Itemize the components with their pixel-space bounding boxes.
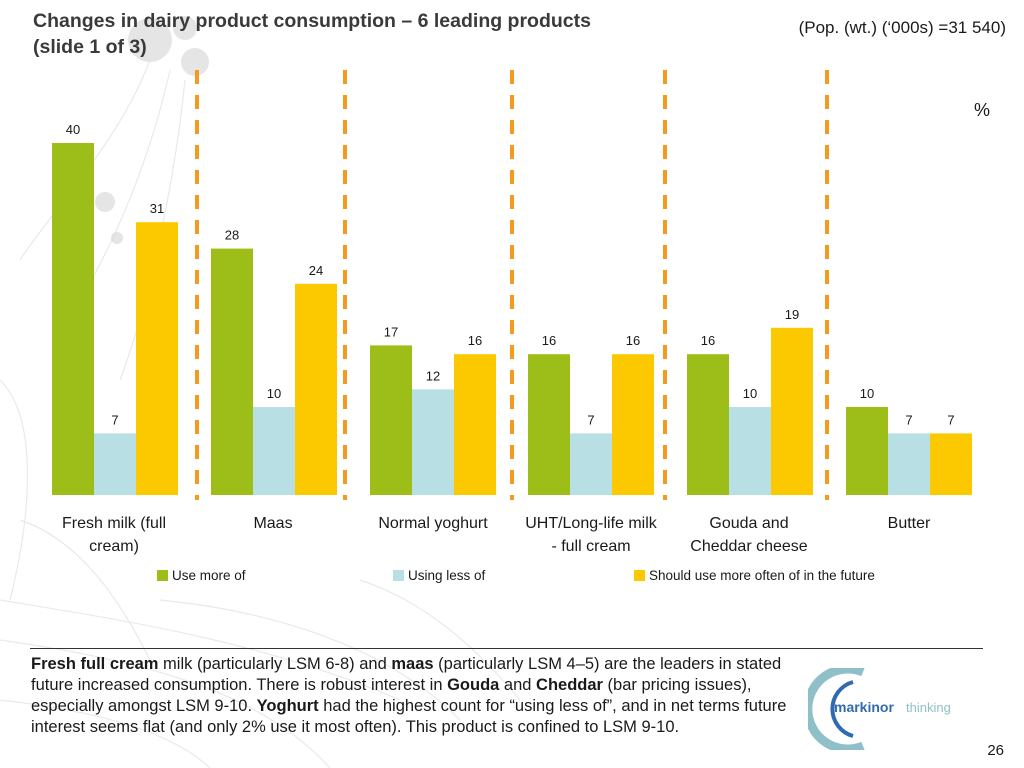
logo-ring-inner [830,680,854,738]
bar [454,354,496,495]
summary-segment: and [499,676,537,694]
category-label: Normal yoghurt [378,515,488,532]
summary-text: Fresh full cream milk (particularly LSM … [31,654,801,738]
category-label: Maas [253,515,292,532]
bar [528,354,570,495]
title-line-2: (slide 1 of 3) [33,36,147,58]
data-label: 19 [785,307,799,322]
markinor-logo: markinor thinking [808,668,951,750]
bar [846,407,888,495]
data-label: 16 [468,333,482,348]
data-label: 16 [626,333,640,348]
data-label: 7 [905,412,912,427]
bar [771,327,813,495]
data-label: 24 [309,263,323,278]
data-label: 10 [267,386,281,401]
summary-segment: maas [391,655,434,673]
category-label: Fresh milk (full [62,515,166,532]
logo-tagline: thinking [906,700,951,715]
bar-chart: 40 28 17 16 16 10 7 10 12 7 10 7 31 24 16 16 19 7 Fresh mi… [52,70,972,583]
bar [729,407,771,495]
bar [888,433,930,495]
bar [570,433,612,495]
bar [295,283,337,495]
data-label: 10 [743,386,757,401]
data-label: 12 [426,368,440,383]
footer-divider [30,648,983,649]
category-label: - full cream [551,538,630,555]
category-label: UHT/Long-life milk [525,515,658,532]
summary-segment: had the highest count for “using less of… [31,697,787,736]
bar [930,433,972,495]
bar [687,354,729,495]
bar [612,354,654,495]
legend-label: Should use more often of in the future [649,568,875,583]
data-label: 16 [542,333,556,348]
data-label: 10 [860,386,874,401]
summary-segment: (particularly LSM 4–5) are the leaders i… [31,655,782,694]
data-label: 40 [66,122,80,137]
title-line-1: Changes in dairy product consumption – 6… [33,10,591,32]
summary-segment: milk (particularly LSM 6-8) and [158,655,392,673]
logo-ring-outer [808,668,865,750]
category-label: Gouda and [709,515,788,532]
legend-label: Use more of [172,568,246,583]
page-number: 26 [987,742,1004,759]
bar [136,222,178,495]
category-label: Cheddar cheese [690,538,808,555]
bar [52,143,94,495]
bar [370,345,412,495]
bar [412,389,454,495]
data-label: 7 [587,412,594,427]
summary-segment: Yoghurt [256,697,319,715]
population-note: (Pop. (wt.) (‘000s) =31 540) [798,18,1006,37]
category-label: cream) [89,538,139,555]
category-label: Butter [888,515,931,532]
legend-swatch [393,570,404,581]
data-label: 7 [947,412,954,427]
unit-label: % [974,100,991,120]
summary-segment: Fresh full cream [31,655,159,673]
summary-segment: Cheddar [536,676,603,694]
data-label: 7 [111,412,118,427]
legend-swatch [157,570,168,581]
data-label: 31 [150,201,164,216]
bar [94,433,136,495]
summary-segment: (bar pricing issues), especially amongst… [31,676,752,715]
logo-brand: markinor [834,699,894,715]
bar [253,407,295,495]
legend-swatch [634,570,645,581]
data-label: 17 [384,324,398,339]
slide-title: Changes in dairy product consumption – 6… [33,8,713,60]
bar [211,248,253,495]
data-label: 16 [701,333,715,348]
legend-label: Using less of [408,568,486,583]
data-label: 28 [225,228,239,243]
summary-segment: Gouda [447,676,500,694]
